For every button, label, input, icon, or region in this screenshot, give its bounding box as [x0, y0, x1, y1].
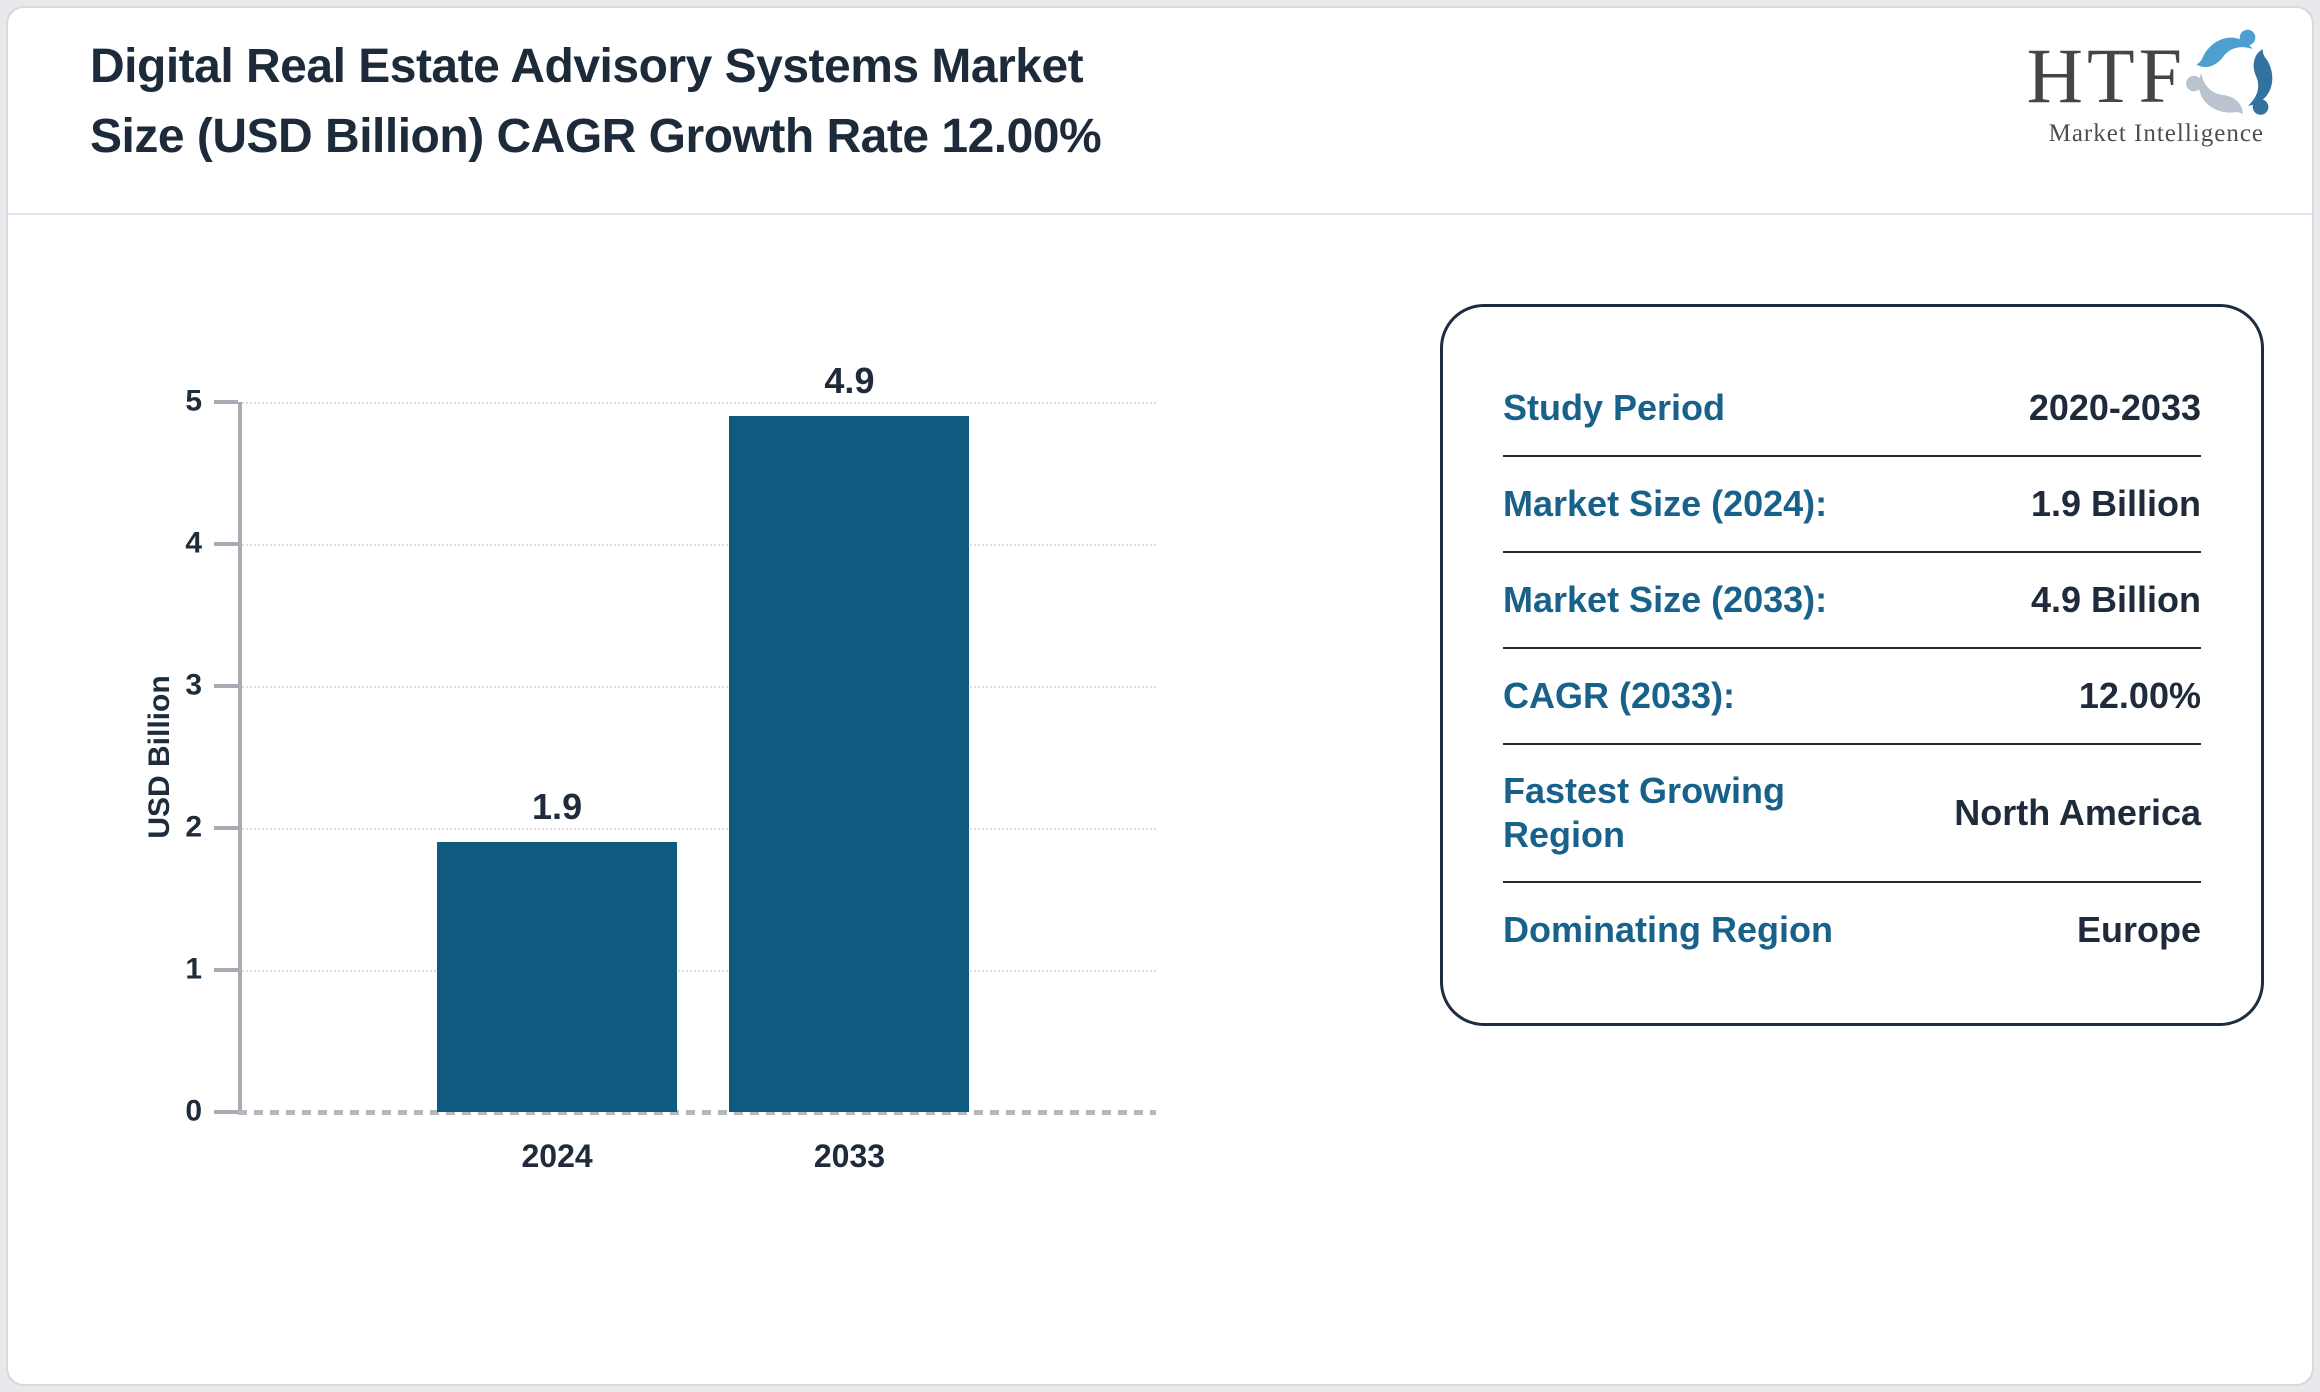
info-row-fastest-growing-region: Fastest Growing Region North America — [1503, 745, 2201, 883]
info-row-value: 12.00% — [2078, 675, 2201, 717]
infographic-card: Digital Real Estate Advisory Systems Mar… — [6, 6, 2314, 1386]
x-axis-baseline — [238, 1110, 1156, 1115]
swirl-icon — [2186, 29, 2273, 115]
plot-area: 0 1 2 3 4 5 1.9 2024 4.9 2033 — [185, 360, 1156, 1174]
y-gridline — [242, 970, 1156, 972]
info-row-market-size-2024: Market Size (2024): 1.9 Billion — [1503, 457, 2201, 553]
bar — [729, 416, 970, 1112]
info-row-value: Europe — [2076, 909, 2201, 951]
info-row-value: 1.9 Billion — [2030, 483, 2201, 525]
htf-logo-text: HTF — [2026, 32, 2186, 119]
bar-value-label: 1.9 — [532, 786, 583, 828]
y-tick-mark — [214, 542, 238, 546]
y-gridline — [242, 828, 1156, 830]
y-tick-label: 4 — [185, 526, 202, 560]
y-tick-mark — [214, 968, 238, 972]
header-divider — [8, 213, 2312, 215]
info-row-label: Dominating Region — [1503, 909, 1833, 951]
swirl-figure-head-icon — [2186, 75, 2202, 92]
x-tick-label: 2033 — [813, 1138, 886, 1174]
page-title-line1: Digital Real Estate Advisory Systems Mar… — [90, 40, 1084, 93]
y-tick-label: 1 — [185, 952, 202, 986]
y-tick-mark — [214, 400, 238, 404]
info-row-label: Market Size (2024): — [1503, 483, 1828, 525]
swirl-figure-icon — [2198, 73, 2243, 115]
page-title: Digital Real Estate Advisory Systems Mar… — [90, 32, 1102, 172]
htf-logo: HTF Market Intelligence — [2027, 24, 2286, 148]
info-row-cagr: CAGR (2033): 12.00% — [1503, 649, 2201, 745]
info-row-value: 4.9 Billion — [2030, 579, 2201, 621]
x-tick-label: 2024 — [521, 1138, 593, 1174]
bar — [437, 842, 678, 1112]
info-row-dominating-region: Dominating Region Europe — [1503, 883, 2201, 977]
info-row-label: Market Size (2033): — [1503, 579, 1828, 621]
info-row-label: Fastest Growing Region — [1503, 770, 1786, 855]
info-row-study-period: Study Period 2020-2033 — [1503, 361, 2201, 457]
info-panel: Study Period 2020-2033 Market Size (2024… — [1440, 304, 2264, 1026]
swirl-figure-icon — [2248, 49, 2273, 106]
y-axis-line — [238, 402, 242, 1112]
y-gridline — [242, 686, 1156, 688]
info-row-label: CAGR (2033): — [1503, 675, 1736, 717]
info-panel-rows: Study Period 2020-2033 Market Size (2024… — [1443, 307, 2261, 977]
y-tick-mark — [214, 826, 238, 830]
htf-logo-top: HTF — [2027, 24, 2286, 128]
y-tick-label: 3 — [185, 668, 202, 702]
y-tick-label: 5 — [185, 384, 202, 418]
page-title-line2: Size (USD Billion) CAGR Growth Rate 12.0… — [90, 110, 1102, 163]
htf-logo-subtitle: Market Intelligence — [2048, 120, 2265, 147]
y-gridline — [242, 544, 1156, 546]
y-tick-mark — [214, 684, 238, 688]
info-row-value: North America — [1954, 792, 2201, 834]
y-tick-label: 2 — [185, 810, 202, 844]
info-row-label: Study Period — [1503, 387, 1726, 429]
y-gridline — [242, 402, 1156, 404]
info-row-market-size-2033: Market Size (2033): 4.9 Billion — [1503, 553, 2201, 649]
info-row-value: 2020-2033 — [2028, 387, 2201, 429]
swirl-figure-icon — [2196, 37, 2253, 68]
bar-value-label: 4.9 — [824, 360, 875, 402]
y-tick-label: 0 — [185, 1094, 202, 1128]
y-tick-mark — [214, 1110, 238, 1114]
